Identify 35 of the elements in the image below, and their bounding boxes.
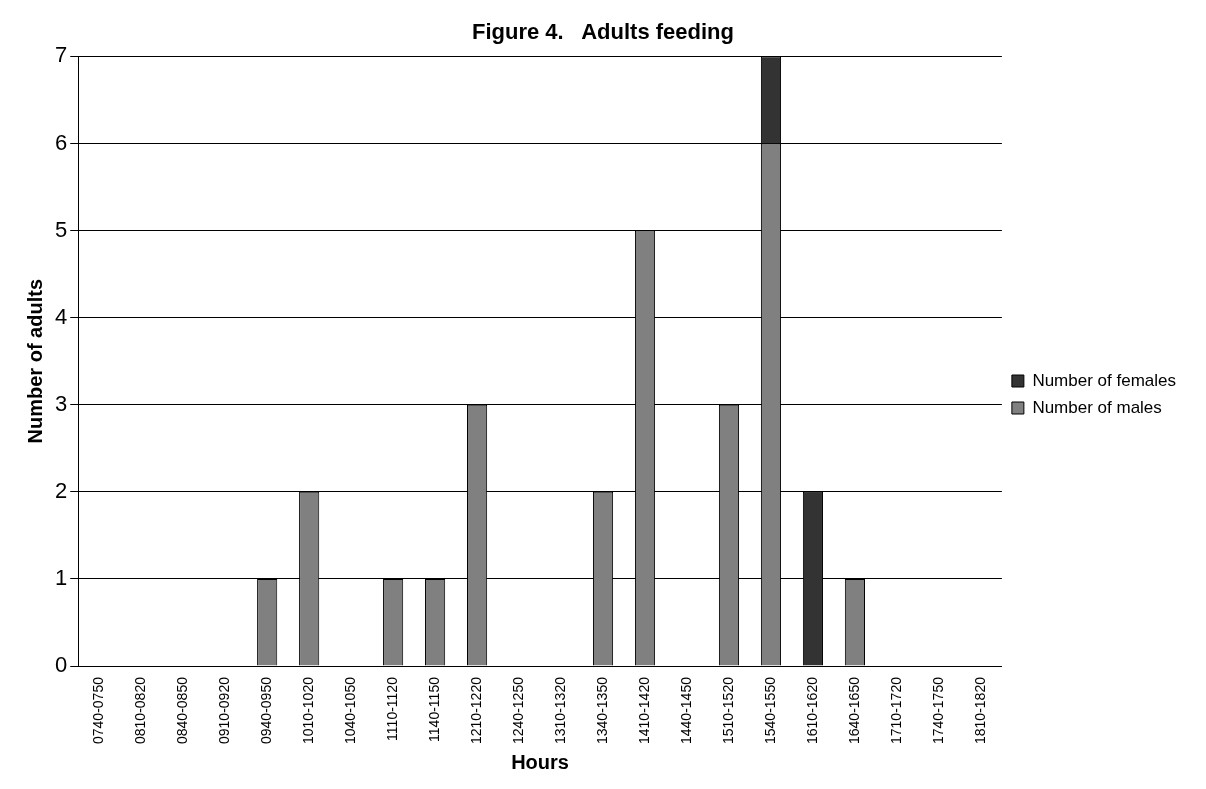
x-tick-label: 1340-1350 xyxy=(593,676,610,744)
x-tick-label: 1010-1020 xyxy=(300,676,317,744)
y-tick-label: 5 xyxy=(54,216,68,242)
x-tick-label: 1110-1120 xyxy=(383,676,400,741)
x-tick-label: 1510-1520 xyxy=(719,676,736,744)
x-tick-label: 1640-1650 xyxy=(845,676,862,744)
y-tick-label: 4 xyxy=(54,303,68,329)
x-tick-label: 1040-1050 xyxy=(341,676,358,744)
x-tick-label: 1140-1150 xyxy=(425,676,442,742)
x-tick-label: 1810-1820 xyxy=(971,676,988,744)
x-tick-label: 0940-0950 xyxy=(258,676,275,744)
x-tick-label: 1410-1420 xyxy=(635,676,652,744)
x-tick-label: 0810-0820 xyxy=(132,676,149,744)
x-tick-label: 1740-1750 xyxy=(929,676,946,744)
legend-label: Number of females xyxy=(1032,370,1177,390)
y-axis-title: Number of adults xyxy=(23,279,46,444)
x-tick-label: 1610-1620 xyxy=(803,676,820,744)
x-tick-label: 1440-1450 xyxy=(677,676,694,744)
x-axis-title: Hours xyxy=(511,750,569,773)
x-tick-label: 1240-1250 xyxy=(509,676,526,744)
x-tick-label: 1310-1320 xyxy=(551,676,568,744)
y-tick-label: 7 xyxy=(54,42,68,68)
y-tick-label: 1 xyxy=(54,565,68,591)
x-tick-label: 1210-1220 xyxy=(467,676,484,744)
x-tick-label: 1540-1550 xyxy=(761,676,778,744)
y-tick-label: 2 xyxy=(54,477,68,503)
y-tick-label: 0 xyxy=(54,652,68,678)
x-tick-label: 0910-0920 xyxy=(216,676,233,744)
x-tick-label: 1710-1720 xyxy=(887,676,904,744)
x-tick-label: 0740-0750 xyxy=(90,676,107,744)
y-tick-label: 3 xyxy=(54,390,68,416)
x-tick-label: 0840-0850 xyxy=(174,676,191,744)
legend-label: Number of males xyxy=(1032,397,1162,417)
chart-title: Figure 4. Adults feeding xyxy=(472,19,734,45)
y-tick-label: 6 xyxy=(54,129,68,155)
